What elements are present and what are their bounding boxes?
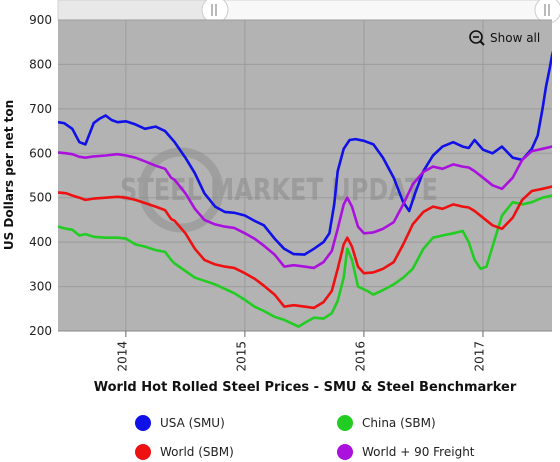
legend-item[interactable]: USA (SMU) <box>135 415 225 431</box>
watermark-text: STEEL MARKET UPDATE <box>120 173 438 208</box>
legend-marker <box>337 444 353 460</box>
y-tick-label: 300 <box>29 280 52 294</box>
y-tick-label: 500 <box>29 191 52 205</box>
y-axis-ticks: 200 300 400 500 600 700 800 900 <box>29 13 52 338</box>
legend-item[interactable]: World (SBM) <box>135 444 234 460</box>
series-lines <box>58 50 552 328</box>
series-line-china-sbm <box>58 194 552 328</box>
x-tick-label: 2015 <box>234 341 248 372</box>
legend-label: World + 90 Freight <box>362 445 475 459</box>
navigator-selection[interactable] <box>214 0 546 21</box>
y-tick-label: 400 <box>29 235 52 249</box>
legend-item[interactable]: World + 90 Freight <box>337 444 475 460</box>
plot-area <box>58 20 552 331</box>
legend-marker <box>337 415 353 431</box>
series-line-world-sbm <box>58 184 552 310</box>
legend-label: China (SBM) <box>362 416 436 430</box>
series-line-world-90-freight <box>58 144 552 270</box>
x-tick-label: 2016 <box>353 341 367 372</box>
show-all-button[interactable]: Show all <box>469 30 540 46</box>
show-all-label: Show all <box>490 31 540 45</box>
y-tick-label: 900 <box>29 13 52 27</box>
y-tick-label: 700 <box>29 102 52 116</box>
legend-label: USA (SMU) <box>160 416 225 430</box>
legend-item[interactable]: China (SBM) <box>337 415 436 431</box>
x-axis-ticks: 2014 2015 2016 2017 <box>58 330 552 372</box>
y-tick-label: 200 <box>29 324 52 338</box>
legend: USA (SMU) China (SBM) World (SBM) World + 9… <box>135 415 475 460</box>
zoom-out-icon <box>469 30 483 44</box>
legend-marker <box>135 415 151 431</box>
y-axis-label: US Dollars per net ton <box>2 100 16 250</box>
legend-label: World (SBM) <box>160 445 234 459</box>
series-line-usa-smu <box>58 50 552 256</box>
x-tick-label: 2017 <box>472 341 486 372</box>
x-tick-label: 2014 <box>115 341 129 372</box>
y-tick-label: 800 <box>29 57 52 71</box>
chart-title: World Hot Rolled Steel Prices - SMU & St… <box>94 380 517 395</box>
legend-marker <box>135 444 151 460</box>
y-tick-label: 600 <box>29 146 52 160</box>
